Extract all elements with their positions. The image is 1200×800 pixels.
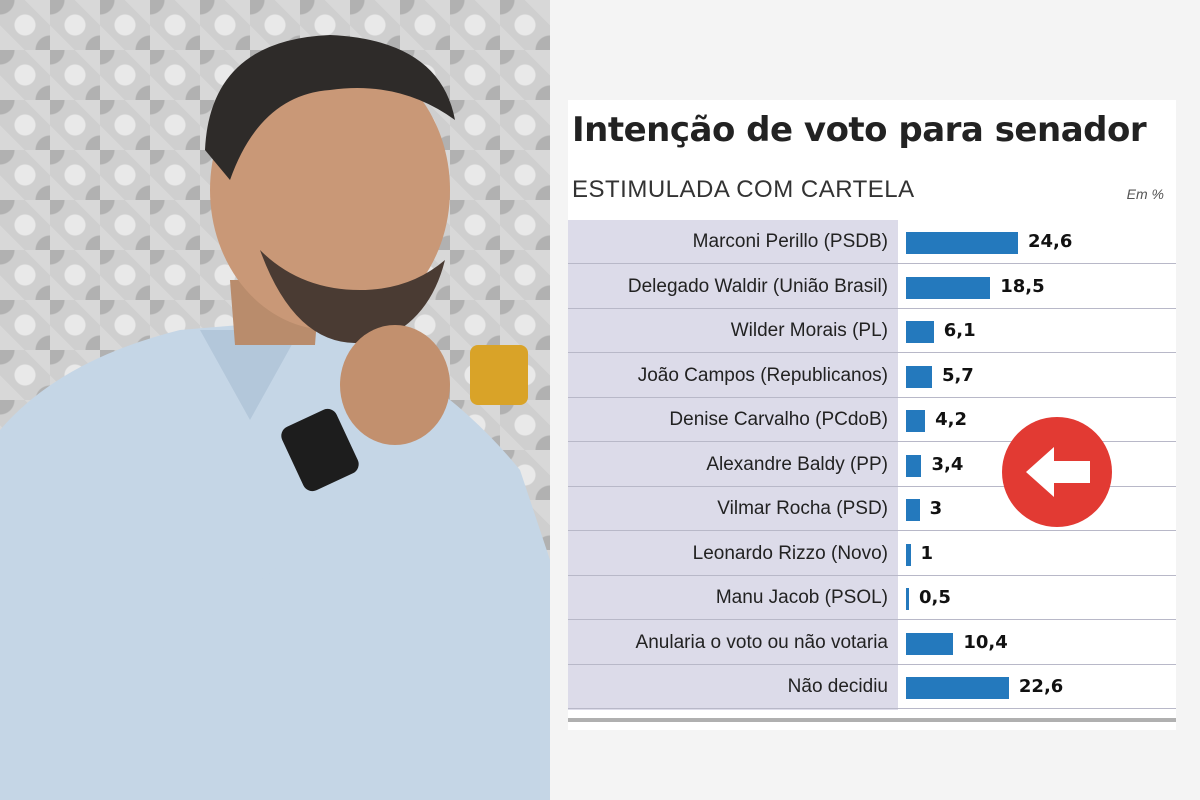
bar: [906, 632, 954, 655]
bar: [906, 543, 911, 566]
bar-row: João Campos (Republicanos) 5,7: [568, 354, 1176, 398]
bar: [906, 588, 909, 610]
value-label: 24,6: [1028, 231, 1073, 252]
label-column: [568, 220, 898, 710]
row-divider: [568, 574, 1176, 576]
value-label: 4,2: [935, 409, 967, 430]
bar: [906, 410, 926, 432]
category-label: Leonardo Rizzo (Novo): [692, 542, 888, 564]
category-label: Não decidiu: [787, 676, 888, 697]
category-label: Vilmar Rocha (PSD): [717, 498, 888, 519]
photo-panel: [0, 0, 550, 800]
bar-row: Marconi Perillo (PSDB) 24,6: [568, 220, 1176, 264]
bar-rows: Marconi Perillo (PSDB) 24,6 Delegado Waldi…: [568, 220, 1176, 710]
value-label: 5,7: [941, 364, 974, 386]
value-label: 3: [929, 498, 943, 519]
category-label: Anularia o voto ou não votaria: [635, 631, 888, 653]
category-label: Alexandre Baldy (PP): [706, 453, 888, 475]
left-arrow-icon: [1026, 447, 1090, 497]
bar-row: Delegado Waldir (União Brasil) 18,5: [568, 265, 1176, 309]
category-label: Wilder Morais (PL): [730, 320, 888, 341]
bar: [906, 321, 934, 343]
row-divider: [568, 396, 1176, 398]
row-divider: [568, 663, 1176, 665]
chart-subtitle: ESTIMULADA COM CARTELA: [572, 176, 915, 203]
person-illustration: [0, 35, 550, 800]
chart-title: Intenção de voto para senador: [572, 110, 1147, 150]
chart-unit: Em %: [1126, 186, 1164, 202]
category-label: Denise Carvalho (PCdoB): [669, 409, 888, 430]
row-divider: [568, 263, 1176, 264]
category-label: Manu Jacob (PSOL): [715, 587, 888, 608]
value-label: 1: [920, 542, 934, 564]
bar-row: Vilmar Rocha (PSD) 3: [568, 487, 1176, 531]
bar-row: Wilder Morais (PL) 6,1: [568, 309, 1176, 353]
bar: [906, 454, 922, 477]
row-divider: [568, 708, 1176, 709]
bar-row: Alexandre Baldy (PP) 3,4: [568, 443, 1176, 487]
bottom-rule: [568, 718, 1176, 722]
bar: [906, 276, 991, 299]
bar-row: Denise Carvalho (PCdoB) 4,2: [568, 398, 1176, 442]
bar-row: Manu Jacob (PSOL) 0,5: [568, 576, 1176, 620]
value-label: 3,4: [931, 453, 964, 475]
category-label: Marconi Perillo (PSDB): [692, 231, 888, 252]
bar-row: Leonardo Rizzo (Novo) 1: [568, 532, 1176, 576]
value-label: 22,6: [1018, 676, 1064, 697]
highlight-marker: [1002, 417, 1112, 527]
category-label: João Campos (Republicanos): [637, 364, 888, 386]
value-label: 10,4: [963, 631, 1008, 653]
chart-panel: Intenção de voto para senador ESTIMULADA…: [550, 0, 1200, 800]
bar: [906, 499, 920, 521]
value-label: 0,5: [919, 587, 951, 608]
bar: [906, 677, 1009, 699]
value-label: 6,1: [943, 320, 976, 341]
row-divider: [568, 441, 1176, 442]
row-divider: [568, 619, 1176, 620]
row-divider: [568, 307, 1176, 309]
bar: [906, 232, 1018, 254]
bar: [906, 365, 932, 388]
row-divider: [568, 530, 1176, 531]
value-label: 18,5: [1000, 275, 1045, 297]
bar-row: Anularia o voto ou não votaria 10,4: [568, 621, 1176, 665]
category-label: Delegado Waldir (União Brasil): [627, 275, 888, 297]
row-divider: [568, 352, 1176, 353]
row-divider: [568, 485, 1176, 487]
bar-row: Não decidiu 22,6: [568, 665, 1176, 709]
